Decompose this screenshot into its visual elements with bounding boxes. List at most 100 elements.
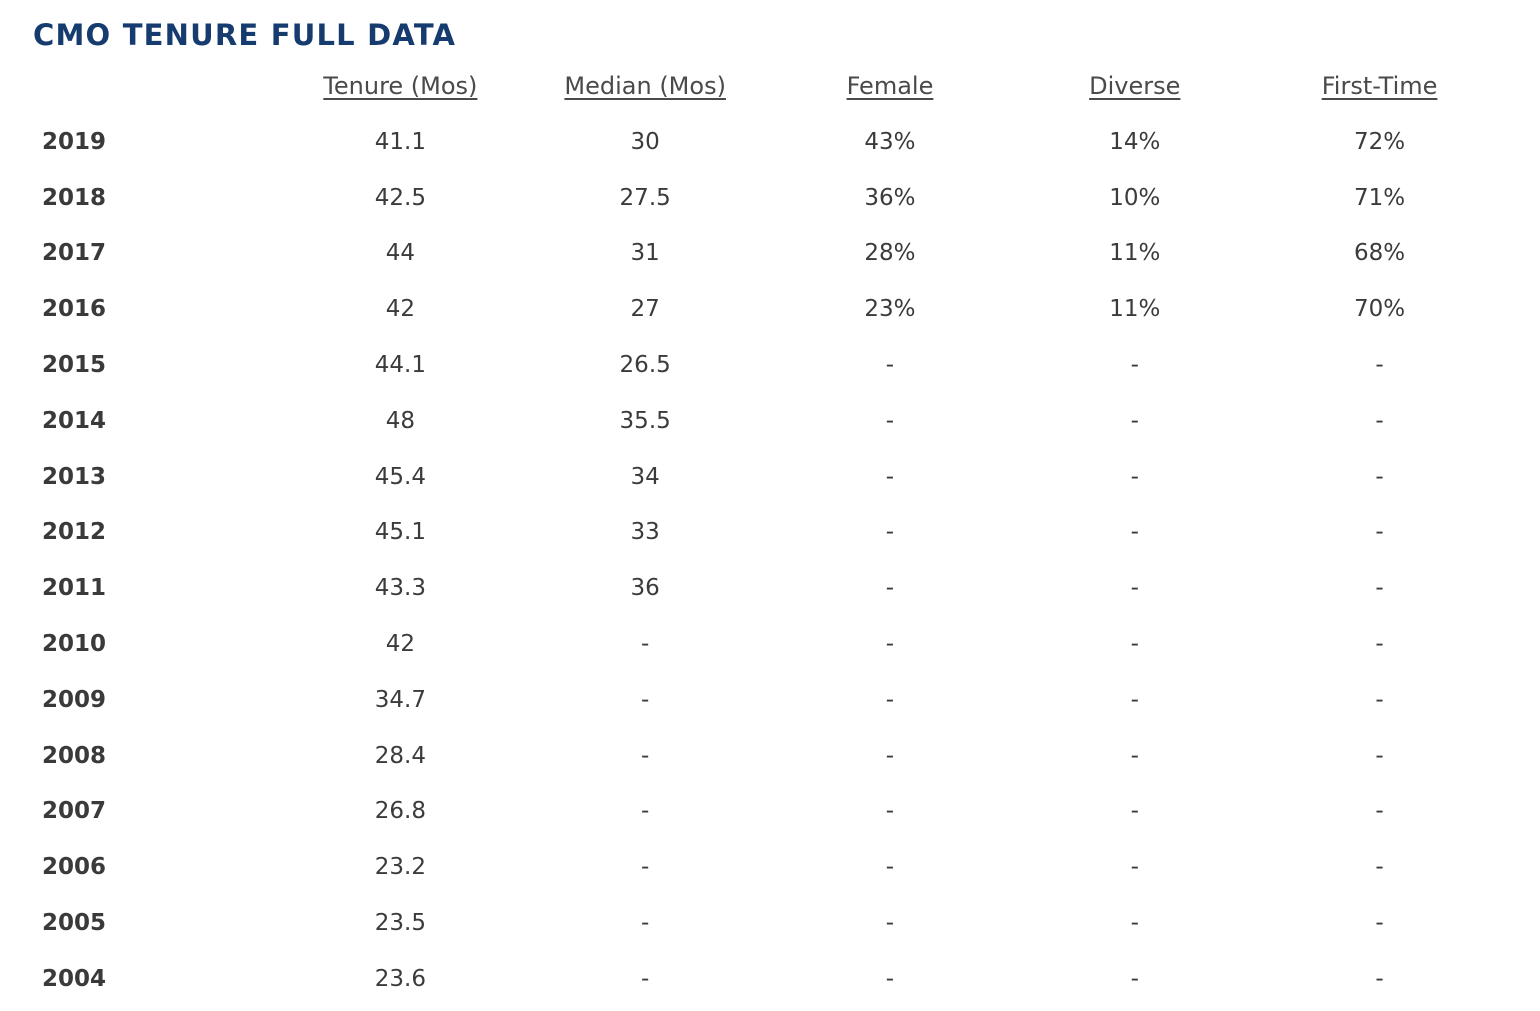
table-row: 2004 23.6 - - - - — [22, 951, 1502, 1007]
table-row: 2008 28.4 - - - - — [22, 728, 1502, 784]
table-body: 2019 41.1 30 43% 14% 72% 2018 42.5 27.5 36% 10% 71%… — [22, 114, 1502, 1007]
median-cell: - — [641, 631, 650, 658]
table-row: 2006 23.2 - - - - — [22, 839, 1502, 895]
diverse-cell: - — [1130, 519, 1139, 546]
tenure-cell: 42.5 — [374, 184, 426, 211]
female-cell: - — [885, 798, 895, 825]
first-time-cell: 68% — [1354, 240, 1406, 267]
year-cell: 2018 — [42, 184, 107, 211]
median-cell: - — [641, 798, 650, 825]
first-time-cell: - — [1375, 463, 1384, 490]
first-time-cell: - — [1375, 631, 1384, 658]
header-tenure: Tenure (Mos) — [278, 58, 523, 114]
diverse-cell: 11% — [1109, 240, 1161, 267]
first-time-cell: - — [1375, 352, 1384, 379]
first-time-cell: - — [1375, 575, 1384, 602]
median-cell: 34 — [630, 463, 660, 490]
table-row: 2016 42 27 23% 11% 70% — [22, 281, 1502, 337]
first-time-cell: - — [1375, 742, 1384, 769]
tenure-cell: 42 — [385, 296, 415, 323]
tenure-cell: 28.4 — [374, 742, 426, 769]
median-cell: - — [641, 686, 650, 713]
year-cell: 2008 — [42, 742, 107, 769]
first-time-cell: - — [1375, 910, 1384, 937]
female-cell: - — [885, 965, 895, 992]
year-cell: 2004 — [42, 965, 107, 992]
table-row: 2007 26.8 - - - - — [22, 784, 1502, 840]
table-row: 2009 34.7 - - - - — [22, 672, 1502, 728]
header-female: Female — [768, 58, 1013, 114]
table-row: 2017 44 31 28% 11% 68% — [22, 226, 1502, 282]
year-cell: 2016 — [42, 296, 107, 323]
median-cell: 33 — [630, 519, 660, 546]
median-cell: 30 — [630, 128, 660, 155]
first-time-cell: - — [1375, 965, 1384, 992]
header-tenure-label: Tenure (Mos) — [323, 72, 478, 100]
year-cell: 2010 — [42, 631, 107, 658]
female-cell: - — [885, 463, 895, 490]
female-cell: 36% — [864, 184, 916, 211]
tenure-cell: 23.2 — [374, 854, 426, 881]
median-cell: - — [641, 742, 650, 769]
tenure-cell: 34.7 — [374, 686, 426, 713]
tenure-cell: 42 — [385, 631, 415, 658]
diverse-cell: - — [1130, 910, 1139, 937]
header-female-label: Female — [846, 72, 934, 100]
median-cell: - — [641, 854, 650, 881]
first-time-cell: - — [1375, 854, 1384, 881]
year-cell: 2015 — [42, 352, 107, 379]
first-time-cell: 72% — [1354, 128, 1406, 155]
diverse-cell: - — [1130, 631, 1139, 658]
table-row: 2018 42.5 27.5 36% 10% 71% — [22, 170, 1502, 226]
median-cell: 27.5 — [619, 184, 671, 211]
tenure-cell: 23.5 — [374, 910, 426, 937]
diverse-cell: - — [1130, 742, 1139, 769]
female-cell: - — [885, 631, 895, 658]
tenure-cell: 48 — [385, 407, 415, 434]
female-cell: - — [885, 686, 895, 713]
female-cell: - — [885, 407, 895, 434]
first-time-cell: 70% — [1354, 296, 1406, 323]
diverse-cell: - — [1130, 575, 1139, 602]
table-row: 2012 45.1 33 - - - — [22, 505, 1502, 561]
median-cell: 27 — [630, 296, 660, 323]
diverse-cell: - — [1130, 798, 1139, 825]
year-cell: 2017 — [42, 240, 107, 267]
year-cell: 2014 — [42, 407, 107, 434]
female-cell: 43% — [864, 128, 916, 155]
header-first-time: First-Time — [1257, 58, 1502, 114]
year-cell: 2019 — [42, 128, 107, 155]
table-header: Tenure (Mos) Median (Mos) Female Diverse… — [22, 58, 1502, 114]
diverse-cell: 10% — [1109, 184, 1161, 211]
year-cell: 2009 — [42, 686, 107, 713]
diverse-cell: 11% — [1109, 296, 1161, 323]
tenure-cell: 45.4 — [374, 463, 426, 490]
header-median-label: Median (Mos) — [564, 72, 726, 100]
first-time-cell: - — [1375, 407, 1384, 434]
table-row: 2019 41.1 30 43% 14% 72% — [22, 114, 1502, 170]
median-cell: 35.5 — [619, 407, 671, 434]
first-time-cell: - — [1375, 798, 1384, 825]
first-time-cell: - — [1375, 519, 1384, 546]
header-diverse: Diverse — [1012, 58, 1257, 114]
table-row: 2013 45.4 34 - - - — [22, 449, 1502, 505]
diverse-cell: 14% — [1109, 128, 1161, 155]
table-row: 2015 44.1 26.5 - - - — [22, 337, 1502, 393]
diverse-cell: - — [1130, 686, 1139, 713]
year-cell: 2012 — [42, 519, 107, 546]
diverse-cell: - — [1130, 854, 1139, 881]
female-cell: - — [885, 910, 895, 937]
female-cell: - — [885, 742, 895, 769]
female-cell: 23% — [864, 296, 916, 323]
header-diverse-label: Diverse — [1089, 72, 1181, 100]
median-cell: 36 — [630, 575, 660, 602]
header-year — [22, 58, 278, 114]
female-cell: - — [885, 519, 895, 546]
median-cell: - — [641, 965, 650, 992]
median-cell: 31 — [630, 240, 660, 267]
table-row: 2005 23.5 - - - - — [22, 895, 1502, 951]
table-row: 2011 43.3 36 - - - — [22, 560, 1502, 616]
tenure-cell: 23.6 — [374, 965, 426, 992]
female-cell: 28% — [864, 240, 916, 267]
year-cell: 2013 — [42, 463, 107, 490]
